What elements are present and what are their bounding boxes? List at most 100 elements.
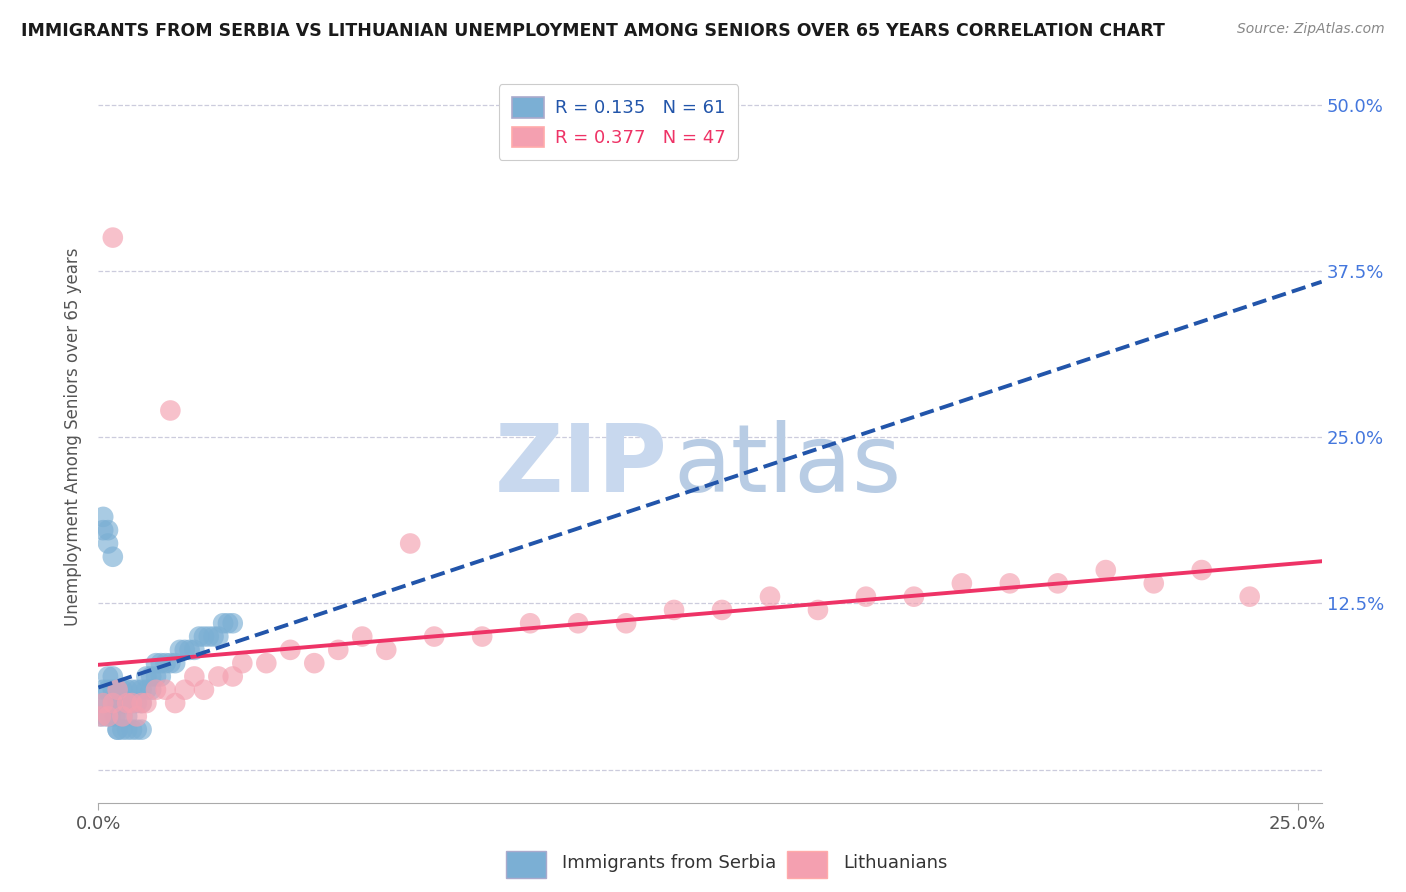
Point xyxy=(169,643,191,657)
Point xyxy=(193,630,215,644)
Point xyxy=(100,709,122,723)
Point xyxy=(711,603,734,617)
Point xyxy=(807,603,830,617)
Point xyxy=(759,590,782,604)
Point xyxy=(328,643,350,657)
Point xyxy=(111,709,134,723)
Point xyxy=(145,656,167,670)
Point xyxy=(121,682,143,697)
Point xyxy=(155,656,177,670)
Point xyxy=(97,669,120,683)
Point xyxy=(131,682,153,697)
Legend: R = 0.135   N = 61, R = 0.377   N = 47: R = 0.135 N = 61, R = 0.377 N = 47 xyxy=(499,84,738,160)
Point xyxy=(212,616,235,631)
Point xyxy=(173,643,195,657)
Point xyxy=(91,696,114,710)
Point xyxy=(121,696,143,710)
Text: ZIP: ZIP xyxy=(495,420,668,512)
Point xyxy=(107,682,129,697)
Point xyxy=(950,576,973,591)
Point xyxy=(1191,563,1213,577)
Point xyxy=(1239,590,1261,604)
Point xyxy=(375,643,398,657)
Point xyxy=(101,682,124,697)
Point xyxy=(101,230,124,244)
Point xyxy=(121,723,143,737)
Point xyxy=(91,696,114,710)
Text: Source: ZipAtlas.com: Source: ZipAtlas.com xyxy=(1237,22,1385,37)
Point xyxy=(104,709,127,723)
Point xyxy=(141,682,163,697)
Point xyxy=(97,682,120,697)
Point xyxy=(91,509,114,524)
Point xyxy=(145,682,167,697)
Point xyxy=(125,709,148,723)
Point xyxy=(111,709,134,723)
Point xyxy=(155,682,177,697)
Point xyxy=(115,696,138,710)
Point xyxy=(125,723,148,737)
Point xyxy=(1046,576,1069,591)
Point xyxy=(614,616,637,631)
Point xyxy=(111,682,134,697)
Point xyxy=(998,576,1021,591)
FancyBboxPatch shape xyxy=(506,851,546,878)
Point xyxy=(121,696,143,710)
Point xyxy=(183,643,205,657)
Point xyxy=(145,669,167,683)
Point xyxy=(94,709,117,723)
Point xyxy=(254,656,277,670)
Point xyxy=(111,723,134,737)
Point xyxy=(662,603,685,617)
Point xyxy=(131,696,153,710)
Point xyxy=(97,523,120,537)
Point xyxy=(231,656,253,670)
Point xyxy=(115,709,138,723)
Text: IMMIGRANTS FROM SERBIA VS LITHUANIAN UNEMPLOYMENT AMONG SENIORS OVER 65 YEARS CO: IMMIGRANTS FROM SERBIA VS LITHUANIAN UNE… xyxy=(21,22,1166,40)
Point xyxy=(217,616,239,631)
Point xyxy=(165,656,187,670)
Point xyxy=(202,630,225,644)
Point xyxy=(165,696,187,710)
Point xyxy=(101,549,124,564)
Point xyxy=(183,669,205,683)
Y-axis label: Unemployment Among Seniors over 65 years: Unemployment Among Seniors over 65 years xyxy=(65,248,83,626)
Point xyxy=(149,669,172,683)
Point xyxy=(131,696,153,710)
Point xyxy=(91,682,114,697)
Point xyxy=(107,682,129,697)
Point xyxy=(115,723,138,737)
Point xyxy=(107,723,129,737)
FancyBboxPatch shape xyxy=(787,851,827,878)
Point xyxy=(101,696,124,710)
Point xyxy=(90,709,112,723)
Point xyxy=(567,616,589,631)
Point xyxy=(304,656,326,670)
Point xyxy=(173,682,195,697)
Point xyxy=(91,523,114,537)
Point xyxy=(519,616,541,631)
Point xyxy=(90,709,112,723)
Point xyxy=(101,669,124,683)
Point xyxy=(1094,563,1116,577)
Point xyxy=(207,669,229,683)
Text: atlas: atlas xyxy=(673,420,901,512)
Point xyxy=(1143,576,1166,591)
Point xyxy=(135,682,157,697)
Point xyxy=(101,696,124,710)
Point xyxy=(107,723,129,737)
Point xyxy=(855,590,877,604)
Point xyxy=(471,630,494,644)
Point xyxy=(179,643,201,657)
Point xyxy=(125,682,148,697)
Point xyxy=(159,656,181,670)
Point xyxy=(97,696,120,710)
Point xyxy=(115,696,138,710)
Point xyxy=(141,669,163,683)
Point xyxy=(352,630,374,644)
Point xyxy=(97,536,120,550)
Point xyxy=(222,669,245,683)
Point xyxy=(423,630,446,644)
Point xyxy=(111,696,134,710)
Point xyxy=(149,656,172,670)
